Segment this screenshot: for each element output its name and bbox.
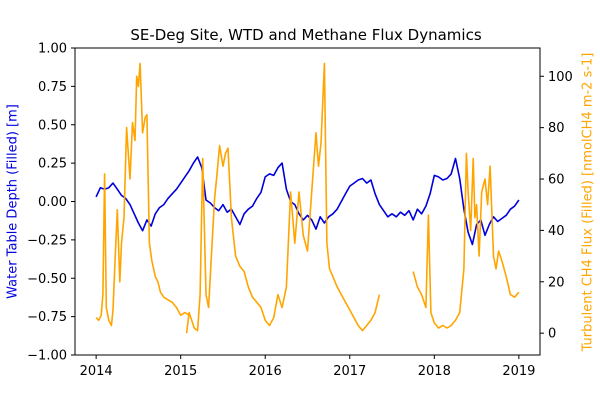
plot-area <box>95 62 520 334</box>
x-tick-label: 2019 <box>502 364 535 379</box>
y-axis-left: −1.00 −0.75 −0.50 −0.25 0.00 0.25 0.50 0.75 1.00 <box>27 42 75 364</box>
y-left-tick-label: 0.25 <box>38 157 67 172</box>
y-right-tick-label: 20 <box>548 275 565 290</box>
y-left-tick-label: −0.25 <box>27 233 67 248</box>
y-left-tick-label: 0.00 <box>38 195 67 210</box>
x-tick-label: 2014 <box>80 364 113 379</box>
y-left-tick-label: 0.75 <box>38 80 67 95</box>
y-left-tick-label: −0.50 <box>27 272 67 287</box>
y-right-tick-label: 60 <box>548 173 565 188</box>
y-right-tick-label: 100 <box>548 70 573 85</box>
x-tick-label: 2018 <box>418 364 451 379</box>
series-ch4-flux-line-2 <box>412 152 520 329</box>
chart-title: SE-Deg Site, WTD and Methane Flux Dynami… <box>130 26 481 44</box>
y-left-tick-label: −1.00 <box>27 349 67 364</box>
series-wtd-line-0 <box>95 156 520 246</box>
y-axis-right-label: Turbulent CH4 Flux (Filled) [nmolCH4 m-2… <box>581 53 596 353</box>
y-right-tick-label: 0 <box>548 327 556 342</box>
x-tick-label: 2016 <box>249 364 282 379</box>
series-ch4-flux-line-0 <box>95 62 190 327</box>
y-left-tick-label: 0.50 <box>38 118 67 133</box>
y-left-tick-label: −0.75 <box>27 310 67 325</box>
x-tick-label: 2017 <box>333 364 366 379</box>
x-axis: 2014 2015 2016 2017 2018 2019 <box>80 355 535 379</box>
x-tick-label: 2015 <box>164 364 197 379</box>
y-axis-right: 0 20 40 60 80 100 <box>540 70 573 342</box>
y-right-tick-label: 40 <box>548 224 565 239</box>
y-axis-left-label: Water Table Depth (Filled) [m] <box>6 104 21 299</box>
series-ch4-flux-line-1 <box>185 62 381 334</box>
y-right-tick-label: 80 <box>548 121 565 136</box>
series-layer <box>95 62 520 334</box>
y-left-tick-label: 1.00 <box>38 42 67 57</box>
